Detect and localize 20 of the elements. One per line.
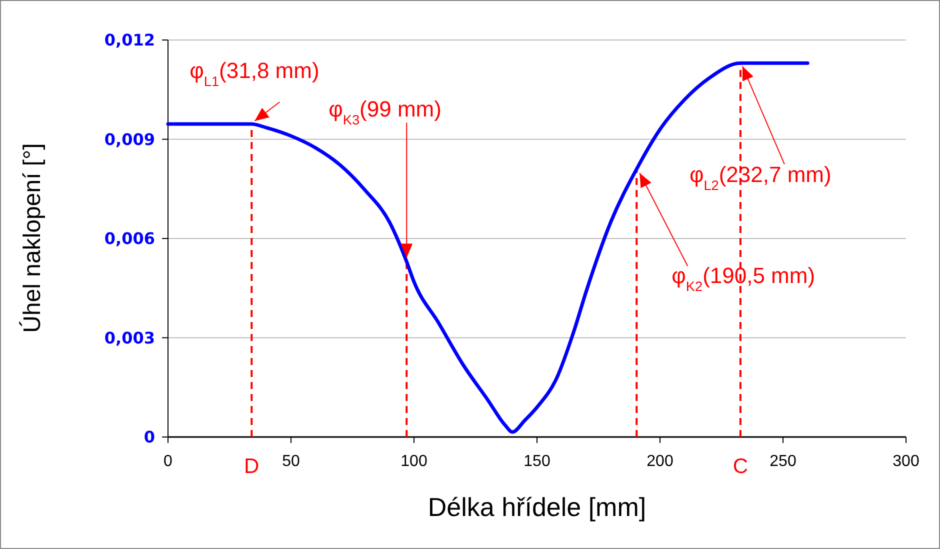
y-tick-label: 0,003 — [104, 328, 155, 348]
annotation: φ$_{L1}$(31,8 mm) — [190, 58, 320, 89]
x-tick-label: 300 — [892, 453, 920, 470]
y-tick-label: 0,009 — [104, 130, 155, 149]
annotation: φ$_{K3}$(99 mm) — [328, 96, 442, 128]
ref-line-label: C — [732, 455, 748, 478]
x-axis-title: Délka hřídele [mm] — [428, 492, 646, 522]
x-tick-label: 250 — [770, 453, 796, 470]
y-tick-label: 0,012 — [104, 30, 155, 50]
x-tick-label: 100 — [400, 453, 428, 470]
annotation: φ$_{K2}$(190,5 mm) — [672, 263, 816, 294]
y-tick-label: 0 — [144, 428, 155, 447]
y-axis-title: Úhel naklopení [°] — [19, 143, 46, 333]
x-tick-label: 0 — [164, 453, 173, 470]
x-tick-label: 200 — [646, 453, 674, 470]
ref-line-label: D — [244, 455, 260, 478]
annotation: φ$_{L2}$(232,7 mm) — [689, 162, 832, 193]
x-tick-label: 150 — [524, 453, 550, 470]
y-tick-label: 0,006 — [104, 229, 155, 248]
x-tick-label: 50 — [282, 453, 300, 470]
